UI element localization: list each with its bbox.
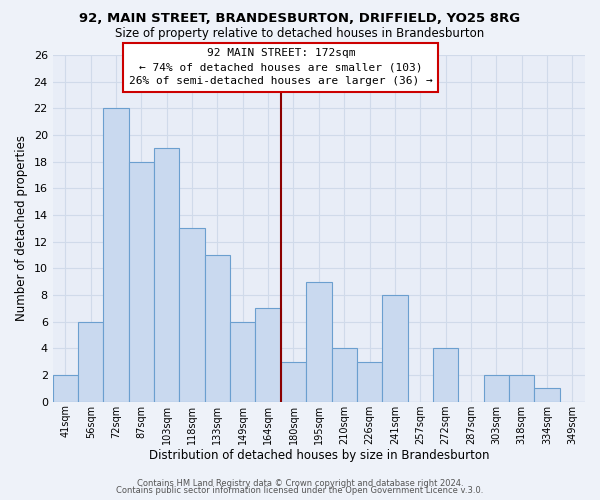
X-axis label: Distribution of detached houses by size in Brandesburton: Distribution of detached houses by size … <box>149 450 489 462</box>
Text: Contains public sector information licensed under the Open Government Licence v.: Contains public sector information licen… <box>116 486 484 495</box>
Bar <box>53 375 78 402</box>
Bar <box>129 162 154 402</box>
Bar <box>205 255 230 402</box>
Text: 92 MAIN STREET: 172sqm
← 74% of detached houses are smaller (103)
26% of semi-de: 92 MAIN STREET: 172sqm ← 74% of detached… <box>129 48 433 86</box>
Bar <box>535 388 560 402</box>
Text: Size of property relative to detached houses in Brandesburton: Size of property relative to detached ho… <box>115 28 485 40</box>
Bar <box>179 228 205 402</box>
Text: 92, MAIN STREET, BRANDESBURTON, DRIFFIELD, YO25 8RG: 92, MAIN STREET, BRANDESBURTON, DRIFFIEL… <box>79 12 521 26</box>
Bar <box>332 348 357 402</box>
Bar <box>281 362 306 402</box>
Bar <box>256 308 281 402</box>
Text: Contains HM Land Registry data © Crown copyright and database right 2024.: Contains HM Land Registry data © Crown c… <box>137 478 463 488</box>
Bar <box>230 322 256 402</box>
Bar <box>484 375 509 402</box>
Bar <box>103 108 129 402</box>
Bar <box>306 282 332 402</box>
Bar <box>382 295 407 402</box>
Bar <box>78 322 103 402</box>
Y-axis label: Number of detached properties: Number of detached properties <box>15 136 28 322</box>
Bar <box>509 375 535 402</box>
Bar <box>357 362 382 402</box>
Bar <box>433 348 458 402</box>
Bar <box>154 148 179 402</box>
